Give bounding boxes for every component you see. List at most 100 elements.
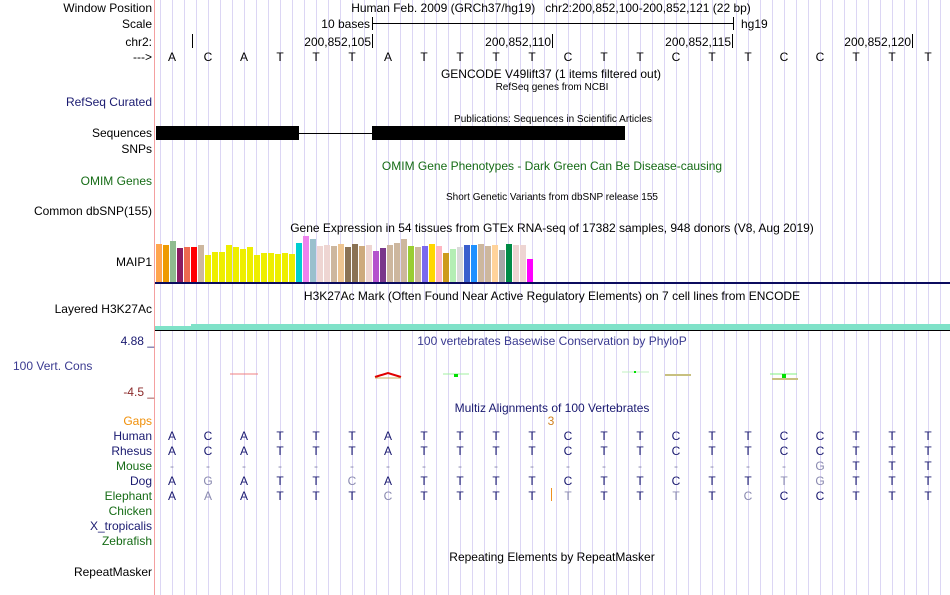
- dbsnp-track-label[interactable]: Common dbSNP(155): [33, 204, 152, 218]
- gtex-tissue-bar[interactable]: [436, 246, 442, 282]
- refseq-track-title[interactable]: RefSeq genes from NCBI: [495, 82, 609, 93]
- gtex-tissue-bar[interactable]: [345, 247, 351, 282]
- gtex-tissue-bar[interactable]: [177, 248, 183, 282]
- base-letter: C: [563, 50, 573, 64]
- gtex-tissue-bar[interactable]: [513, 245, 519, 282]
- species-label[interactable]: X_tropicalis: [89, 519, 152, 533]
- species-label[interactable]: Chicken: [108, 504, 152, 518]
- gtex-tissue-bar[interactable]: [464, 245, 470, 282]
- phylop-track-label[interactable]: 100 Vert. Cons: [13, 359, 93, 373]
- gtex-tissue-bar[interactable]: [282, 253, 288, 282]
- h3k27ac-track-label[interactable]: Layered H3K27Ac: [54, 302, 152, 316]
- gtex-tissue-bar[interactable]: [373, 251, 379, 282]
- gtex-tissue-bar[interactable]: [443, 253, 449, 282]
- gtex-tissue-bar[interactable]: [254, 255, 260, 282]
- gtex-tissue-bar[interactable]: [527, 259, 533, 282]
- repeatmasker-track-title[interactable]: Repeating Elements by RepeatMasker: [449, 550, 655, 564]
- gtex-tissue-bar[interactable]: [219, 252, 225, 282]
- species-label[interactable]: Human: [113, 429, 152, 443]
- gtex-tissue-bar[interactable]: [429, 244, 435, 282]
- gtex-track-title[interactable]: Gene Expression in 54 tissues from GTEx …: [290, 221, 814, 235]
- gtex-tissue-bar[interactable]: [422, 246, 428, 282]
- phylop-track-title[interactable]: 100 vertebrates Basewise Conservation by…: [417, 334, 687, 348]
- gtex-tissue-bar[interactable]: [380, 248, 386, 282]
- multiz-track-title[interactable]: Multiz Alignments of 100 Vertebrates: [454, 401, 650, 415]
- refseq-track-label[interactable]: RefSeq Curated: [65, 95, 152, 109]
- gtex-tissue-bar[interactable]: [331, 246, 337, 282]
- gtex-track-label[interactable]: MAIP1: [115, 255, 152, 269]
- gtex-tissue-bar[interactable]: [408, 246, 414, 282]
- gtex-tissue-bar[interactable]: [226, 245, 232, 282]
- gtex-tissue-bar[interactable]: [471, 245, 477, 282]
- snps-track-label[interactable]: SNPs: [121, 142, 152, 156]
- gtex-tissue-bar[interactable]: [170, 241, 176, 282]
- gtex-tissue-bar[interactable]: [317, 246, 323, 282]
- position-title: Human Feb. 2009 (GRCh37/hg19) chr2:200,8…: [351, 1, 751, 15]
- aligned-base: C: [563, 444, 573, 458]
- aligned-base: C: [779, 489, 789, 503]
- species-label[interactable]: Mouse: [115, 459, 152, 473]
- gtex-tissue-bar[interactable]: [324, 245, 330, 282]
- gtex-tissue-bar[interactable]: [191, 247, 197, 282]
- aligned-base: T: [528, 429, 536, 443]
- gtex-tissue-bar[interactable]: [296, 243, 302, 282]
- species-label[interactable]: Elephant: [104, 489, 152, 503]
- gtex-tissue-bar[interactable]: [457, 247, 463, 282]
- gencode-track-title[interactable]: GENCODE V49lift37 (1 items filtered out): [440, 67, 662, 81]
- omim-track-title[interactable]: OMIM Gene Phenotypes - Dark Green Can Be…: [381, 159, 723, 173]
- gtex-tissue-bar[interactable]: [450, 249, 456, 282]
- gtex-tissue-bar[interactable]: [366, 245, 372, 282]
- sequence-block[interactable]: [372, 126, 625, 140]
- h3k27ac-track-title[interactable]: H3K27Ac Mark (Often Found Near Active Re…: [303, 289, 801, 303]
- gtex-tissue-bar[interactable]: [520, 245, 526, 282]
- aligned-base: T: [492, 489, 500, 503]
- gtex-tissue-bar[interactable]: [415, 247, 421, 282]
- aligned-base: T: [312, 444, 320, 458]
- gtex-tissue-bar[interactable]: [233, 247, 239, 282]
- gtex-tissue-bar[interactable]: [310, 239, 316, 282]
- aligned-base: C: [203, 444, 213, 458]
- gtex-tissue-bar[interactable]: [485, 246, 491, 282]
- gtex-tissue-bar[interactable]: [506, 244, 512, 282]
- gtex-tissue-bar[interactable]: [338, 244, 344, 282]
- gtex-tissue-bar[interactable]: [401, 239, 407, 282]
- aligned-base: T: [564, 489, 572, 503]
- gtex-bar-chart[interactable]: [156, 234, 536, 282]
- gtex-tissue-bar[interactable]: [261, 253, 267, 282]
- gtex-tissue-bar[interactable]: [163, 245, 169, 282]
- gtex-tissue-bar[interactable]: [289, 254, 295, 282]
- aligned-base: T: [492, 474, 500, 488]
- gtex-tissue-bar[interactable]: [352, 244, 358, 282]
- aligned-base: T: [456, 444, 464, 458]
- dbsnp-track-title[interactable]: Short Genetic Variants from dbSNP releas…: [446, 192, 658, 203]
- species-label[interactable]: Zebrafish: [101, 534, 152, 548]
- aligned-base: T: [852, 474, 860, 488]
- gtex-tissue-bar[interactable]: [156, 244, 162, 282]
- aligned-base: C: [815, 489, 825, 503]
- publications-track-title[interactable]: Publications: Sequences in Scientific Ar…: [454, 114, 652, 125]
- species-label[interactable]: Rhesus: [111, 444, 152, 458]
- gtex-tissue-bar[interactable]: [198, 245, 204, 282]
- gtex-tissue-bar[interactable]: [387, 245, 393, 282]
- gtex-tissue-bar[interactable]: [492, 245, 498, 282]
- gtex-tissue-bar[interactable]: [205, 255, 211, 282]
- sequences-track-label[interactable]: Sequences: [91, 126, 152, 140]
- gtex-tissue-bar[interactable]: [478, 244, 484, 282]
- aligned-base: T: [708, 474, 716, 488]
- gtex-tissue-bar[interactable]: [303, 236, 309, 282]
- repeatmasker-track-label[interactable]: RepeatMasker: [73, 565, 152, 579]
- gtex-tissue-bar[interactable]: [247, 247, 253, 282]
- gtex-tissue-bar[interactable]: [275, 254, 281, 282]
- gtex-tissue-bar[interactable]: [240, 249, 246, 282]
- aligned-base: -: [458, 459, 462, 473]
- aligned-base: A: [203, 489, 212, 503]
- gtex-tissue-bar[interactable]: [394, 243, 400, 282]
- gtex-tissue-bar[interactable]: [212, 252, 218, 282]
- gtex-tissue-bar[interactable]: [359, 246, 365, 282]
- gtex-tissue-bar[interactable]: [184, 247, 190, 282]
- species-label[interactable]: Dog: [129, 474, 152, 488]
- gtex-tissue-bar[interactable]: [268, 253, 274, 282]
- sequence-block[interactable]: [156, 126, 299, 140]
- gtex-tissue-bar[interactable]: [499, 250, 505, 282]
- omim-track-label[interactable]: OMIM Genes: [80, 174, 152, 188]
